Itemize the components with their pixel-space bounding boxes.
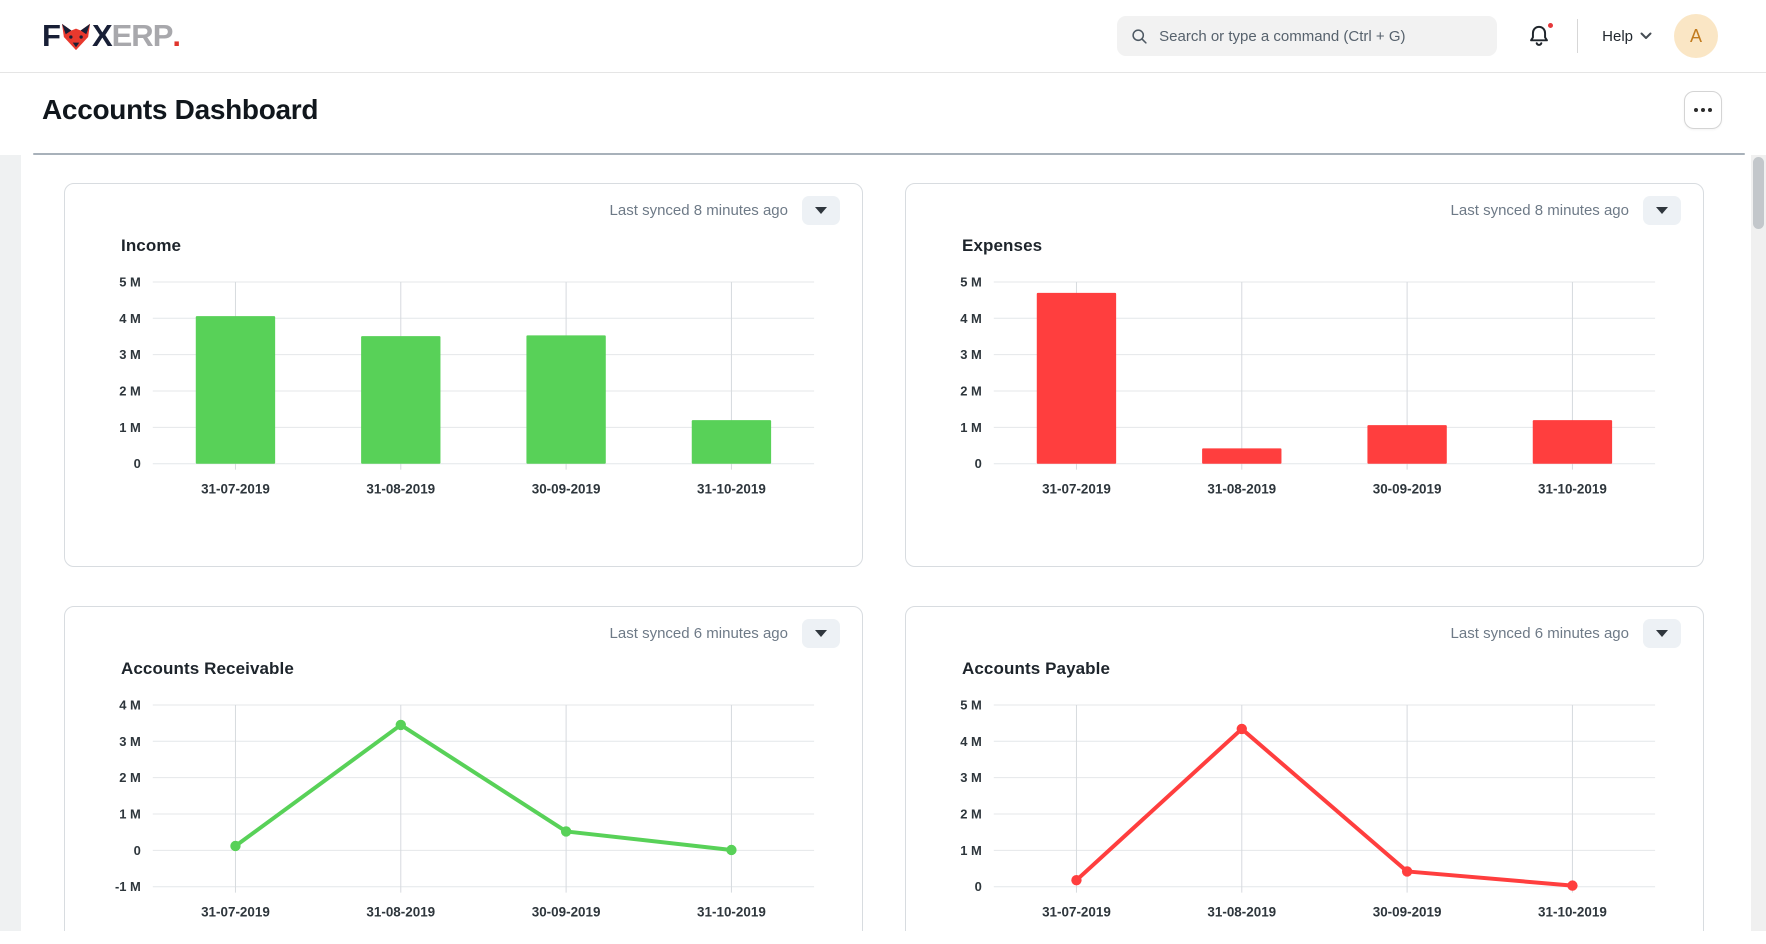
content-top-divider: [33, 153, 1745, 155]
help-menu[interactable]: Help: [1602, 28, 1652, 45]
last-synced-label: Last synced 6 minutes ago: [609, 624, 788, 642]
accounts-payable-chart: 5 M 4 M 3 M 2 M 1 M 0 31-07-2019 31-08-2019 30-0…: [942, 691, 1681, 925]
svg-text:2 M: 2 M: [119, 770, 141, 785]
header-divider: [1577, 19, 1579, 53]
svg-text:3 M: 3 M: [119, 347, 141, 362]
svg-text:30-09-2019: 30-09-2019: [1373, 482, 1442, 497]
svg-text:3 M: 3 M: [119, 734, 141, 749]
income-card: Last synced 8 minutes ago Income 5 M 4 M 3…: [64, 183, 863, 567]
svg-text:31-08-2019: 31-08-2019: [366, 482, 435, 497]
svg-text:31-10-2019: 31-10-2019: [697, 905, 766, 920]
accounts-receivable-chart: 4 M 3 M 2 M 1 M 0 -1 M 31-07-2019 31-08-2019 30-…: [101, 691, 840, 925]
svg-text:4 M: 4 M: [119, 697, 141, 712]
page-title: Accounts Dashboard: [42, 94, 319, 125]
chevron-down-icon: [1640, 32, 1652, 39]
svg-text:1 M: 1 M: [960, 420, 982, 435]
expenses-chart-menu-button[interactable]: [1643, 195, 1681, 225]
svg-text:31-08-2019: 31-08-2019: [1207, 905, 1276, 920]
scrollbar-track[interactable]: [1751, 155, 1766, 931]
svg-text:0: 0: [134, 456, 141, 471]
notification-dot: [1546, 21, 1556, 30]
svg-text:4 M: 4 M: [960, 734, 982, 749]
expenses-chart: 5 M 4 M 3 M 2 M 1 M 0 31-07-2019 31-08-2019 30-0…: [942, 268, 1681, 502]
svg-text:31-10-2019: 31-10-2019: [1538, 482, 1607, 497]
search-icon: [1132, 28, 1147, 44]
payable-chart-menu-button[interactable]: [1643, 618, 1681, 648]
svg-text:31-07-2019: 31-07-2019: [1042, 905, 1111, 920]
svg-text:0: 0: [134, 843, 141, 858]
svg-text:5 M: 5 M: [960, 274, 982, 289]
accounts-receivable-card: Last synced 6 minutes ago Accounts Recei…: [64, 606, 863, 931]
svg-text:31-07-2019: 31-07-2019: [201, 905, 270, 920]
svg-text:3 M: 3 M: [960, 770, 982, 785]
svg-text:30-09-2019: 30-09-2019: [532, 905, 601, 920]
svg-text:-1 M: -1 M: [115, 879, 141, 894]
svg-text:0: 0: [975, 879, 982, 894]
svg-text:31-08-2019: 31-08-2019: [366, 905, 435, 920]
dashboard-grid: Last synced 8 minutes ago Income 5 M 4 M 3…: [0, 153, 1766, 931]
global-search[interactable]: [1117, 16, 1498, 56]
page-menu-button[interactable]: [1684, 91, 1722, 129]
svg-text:31-10-2019: 31-10-2019: [697, 482, 766, 497]
svg-text:1 M: 1 M: [119, 806, 141, 821]
bell-icon: [1530, 25, 1549, 46]
svg-text:5 M: 5 M: [960, 697, 982, 712]
logo-dot: .: [172, 18, 181, 53]
caret-down-icon: [815, 629, 827, 637]
caret-down-icon: [1656, 206, 1668, 214]
logo-letter-f: F: [42, 18, 61, 53]
ellipsis-icon: [1701, 108, 1705, 112]
logo-erp-text: ERP: [111, 18, 174, 53]
receivable-chart-menu-button[interactable]: [802, 618, 840, 648]
svg-text:4 M: 4 M: [119, 311, 141, 326]
svg-text:2 M: 2 M: [960, 806, 982, 821]
income-chart-menu-button[interactable]: [802, 195, 840, 225]
svg-text:31-10-2019: 31-10-2019: [1538, 905, 1607, 920]
svg-text:2 M: 2 M: [119, 383, 141, 398]
chart-title: Accounts Payable: [962, 659, 1111, 678]
income-chart: 5 M 4 M 3 M 2 M 1 M 0 31-07-2019 31-08-2019 30-0…: [101, 268, 840, 502]
avatar[interactable]: A: [1674, 14, 1718, 58]
last-synced-label: Last synced 6 minutes ago: [1450, 624, 1629, 642]
svg-text:1 M: 1 M: [119, 420, 141, 435]
last-synced-label: Last synced 8 minutes ago: [1450, 201, 1629, 219]
svg-text:30-09-2019: 30-09-2019: [1373, 905, 1442, 920]
svg-text:5 M: 5 M: [119, 274, 141, 289]
search-input[interactable]: [1159, 27, 1484, 45]
caret-down-icon: [815, 206, 827, 214]
svg-text:31-07-2019: 31-07-2019: [1042, 482, 1111, 497]
avatar-letter: A: [1689, 25, 1702, 46]
svg-text:1 M: 1 M: [960, 843, 982, 858]
notifications-button[interactable]: [1525, 21, 1556, 50]
caret-down-icon: [1656, 629, 1668, 637]
chart-title: Income: [121, 236, 182, 255]
svg-text:0: 0: [975, 456, 982, 471]
chart-title: Expenses: [962, 236, 1043, 255]
svg-text:4 M: 4 M: [960, 311, 982, 326]
svg-text:30-09-2019: 30-09-2019: [532, 482, 601, 497]
app-logo[interactable]: F X ERP.: [42, 18, 181, 54]
logo-letter-x: X: [91, 18, 113, 53]
expenses-card: Last synced 8 minutes ago Expenses 5 M 4 …: [905, 183, 1704, 567]
accounts-payable-card: Last synced 6 minutes ago Accounts Payab…: [905, 606, 1704, 931]
svg-text:3 M: 3 M: [960, 347, 982, 362]
svg-text:31-08-2019: 31-08-2019: [1207, 482, 1276, 497]
page-header: Accounts Dashboard: [0, 73, 1766, 153]
dashboard-content: Last synced 8 minutes ago Income 5 M 4 M 3…: [0, 153, 1766, 931]
scrollbar-thumb[interactable]: [1753, 157, 1764, 229]
svg-text:2 M: 2 M: [960, 383, 982, 398]
help-label: Help: [1602, 27, 1633, 45]
svg-text:31-07-2019: 31-07-2019: [201, 482, 270, 497]
chart-title: Accounts Receivable: [121, 659, 294, 678]
last-synced-label: Last synced 8 minutes ago: [609, 201, 788, 219]
left-gutter: [0, 155, 21, 931]
fox-logo-icon: [61, 23, 90, 51]
